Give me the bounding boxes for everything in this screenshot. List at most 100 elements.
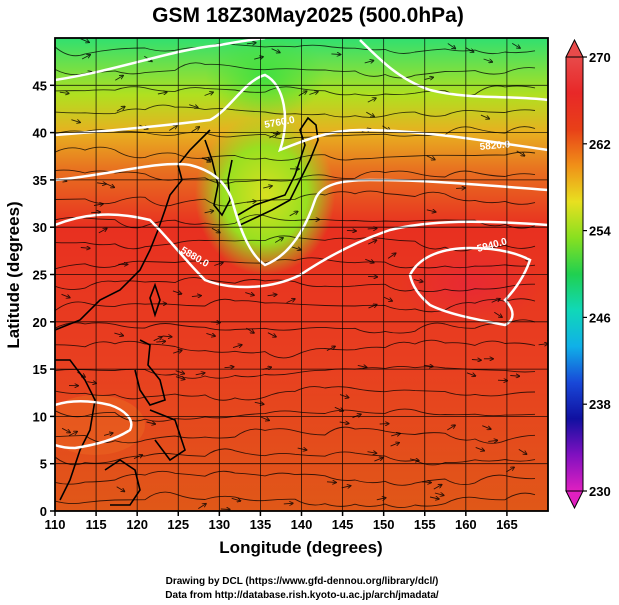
y-tick-label: 45 [33, 78, 47, 93]
wind-arrow [246, 201, 256, 202]
wind-arrow [201, 158, 211, 159]
wind-arrow [491, 299, 500, 303]
y-tick-label: 15 [33, 362, 47, 377]
japan-coastline [237, 116, 319, 226]
wind-arrow [447, 425, 455, 431]
streamline [55, 43, 536, 57]
streamline [55, 298, 536, 313]
wind-arrow [516, 150, 525, 156]
wind-arrow [172, 290, 182, 294]
wind-arrow [105, 183, 114, 188]
wind-arrow [367, 228, 377, 229]
wind-arrow [214, 263, 223, 266]
wind-arrow [153, 337, 162, 342]
x-tick-label: 125 [167, 517, 189, 532]
streamline [55, 214, 536, 229]
wind-arrow [483, 58, 493, 62]
wind-arrow [390, 443, 399, 447]
wind-arrow [189, 105, 198, 108]
wind-arrow [429, 497, 439, 499]
contour-label-5760: 5760.0 [264, 115, 296, 131]
wind-arrow [224, 367, 234, 368]
wind-arrow [260, 416, 269, 420]
wind-arrow [368, 240, 376, 245]
colorbar-tick-label: 254 [589, 224, 611, 239]
y-tick-label: 35 [33, 173, 47, 188]
colorbar-top-arrow [565, 38, 584, 58]
wind-arrow [297, 448, 307, 450]
wind-arrow [494, 311, 502, 317]
wind-arrow [254, 402, 264, 404]
wind-arrow [538, 344, 548, 345]
streamline [55, 146, 536, 161]
wind-arrow [61, 427, 70, 432]
x-tick-label: 140 [291, 517, 313, 532]
y-tick-label: 40 [33, 126, 47, 141]
streamline [55, 235, 536, 252]
wind-arrow [424, 77, 433, 79]
streamline [55, 257, 536, 270]
wind-arrow [482, 425, 490, 429]
wind-arrow [466, 372, 475, 376]
wind-arrow [206, 333, 215, 336]
wind-arrow [511, 43, 520, 48]
x-tick-label: 135 [250, 517, 272, 532]
colorbar-tick-label: 230 [589, 484, 611, 499]
y-tick-label: 5 [40, 457, 47, 472]
streamline [55, 448, 536, 466]
wind-arrow [169, 126, 177, 131]
wind-arrow [367, 98, 376, 103]
wind-arrow [409, 459, 419, 461]
wind-arrow [115, 76, 123, 81]
wind-arrow [195, 373, 205, 375]
colorbar-bottom-arrow [565, 490, 584, 510]
wind-arrow [291, 247, 301, 250]
contour-5700-east [359, 39, 548, 102]
wind-arrow [96, 183, 106, 184]
contour-label-5820: 5820.0 [479, 139, 511, 153]
wind-arrow [198, 504, 206, 509]
wind-arrow [116, 486, 125, 492]
wind-arrow [374, 458, 382, 462]
wind-arrow [368, 276, 377, 277]
wind-arrow [211, 227, 220, 232]
wind-arrow [421, 482, 431, 483]
streamline [55, 366, 536, 379]
colorbar-ramp [565, 56, 584, 492]
wind-arrow [339, 394, 349, 398]
y-tick-label: 20 [33, 315, 47, 330]
wind-arrow [191, 296, 201, 297]
wind-arrow [346, 230, 356, 231]
x-axis-ticks: 110 115 120 125 130 135 140 145 150 155 160 165 [45, 511, 518, 532]
wind-arrow [391, 434, 400, 436]
wind-arrow [471, 360, 481, 361]
credit-line-1: Drawing by DCL (https://www.gfd-dennou.o… [166, 576, 439, 587]
streamline [55, 491, 536, 508]
wind-arrow [246, 43, 256, 44]
x-tick-label: 155 [414, 517, 436, 532]
wind-arrow [220, 509, 230, 510]
wind-arrow [426, 155, 435, 160]
streamline [55, 470, 536, 486]
wind-arrow [387, 253, 396, 259]
wind-arrow [475, 446, 484, 450]
y-tick-label: 0 [40, 504, 47, 519]
wind-arrow [339, 422, 349, 423]
x-tick-label: 110 [45, 517, 66, 532]
wind-arrow [232, 345, 242, 348]
y-axis-ticks: 0 5 10 15 20 25 30 35 40 45 [33, 78, 55, 519]
y-axis-label: Latitude (degrees) [4, 201, 23, 348]
wind-arrow [413, 280, 423, 282]
wind-arrow [204, 211, 214, 213]
wind-arrow [331, 54, 340, 55]
x-tick-label: 130 [208, 517, 230, 532]
wind-arrow [80, 38, 89, 43]
wind-arrow [71, 120, 80, 123]
wind-arrow [286, 299, 295, 304]
credit-line-2: Data from http://database.rish.kyoto-u.a… [165, 590, 439, 601]
wind-arrow [364, 61, 374, 63]
wind-arrow [376, 498, 386, 500]
wind-arrow [352, 414, 361, 419]
wind-arrow [357, 365, 367, 367]
wind-arrow [298, 91, 307, 97]
